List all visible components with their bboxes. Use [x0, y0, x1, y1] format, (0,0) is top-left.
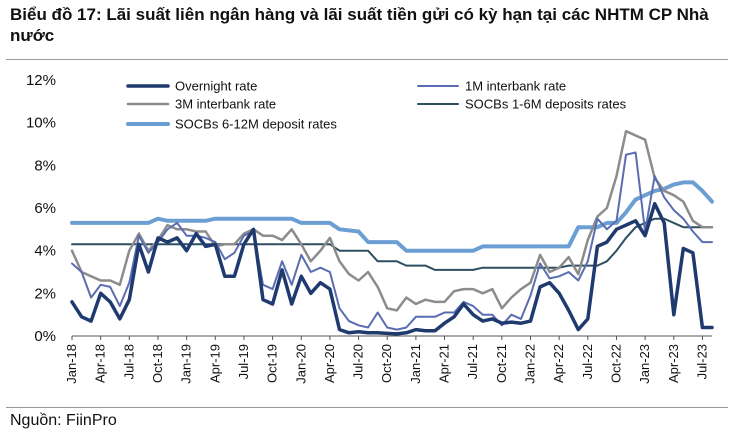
x-tick-label: Oct-19 — [265, 344, 280, 383]
legend-item: Overnight rate — [126, 79, 257, 94]
chart-axes: 0% 2% 4% 6% 8% 10% 12% Jan-18 Apr-18 Jul-18 Oct-18… — [26, 72, 712, 384]
legend-label: 1M interbank rate — [465, 79, 566, 94]
source-note: Nguồn: FiinPro — [10, 412, 117, 429]
y-tick-label: 10% — [26, 115, 56, 132]
x-tick-label: Jan-21 — [408, 344, 423, 384]
x-tick-label: Apr-23 — [666, 344, 681, 383]
y-tick-label: 12% — [26, 72, 56, 89]
x-tick-label: Apr-19 — [207, 344, 222, 383]
x-tick-label: Jul-22 — [580, 344, 595, 379]
x-tick-label: Jul-19 — [236, 344, 251, 379]
chart-title: Biểu đồ 17: Lãi suất liên ngân hàng và l… — [10, 5, 709, 45]
x-tick-label: Apr-18 — [93, 344, 108, 383]
x-tick-label: Apr-21 — [437, 344, 452, 383]
x-tick-label: Oct-22 — [608, 344, 623, 383]
x-tick-label: Oct-21 — [494, 344, 509, 383]
legend-item: SOCBs 6-12M deposit rates — [126, 117, 337, 132]
x-tick-label: Jul-20 — [351, 344, 366, 379]
legend-label: Overnight rate — [175, 79, 257, 94]
y-tick-label: 6% — [34, 200, 56, 217]
series-layer — [70, 129, 714, 336]
legend-label: SOCBs 6-12M deposit rates — [175, 117, 337, 132]
y-tick-label: 8% — [34, 157, 56, 174]
legend-item: SOCBs 1-6M deposits rates — [417, 97, 627, 112]
legend-item: 1M interbank rate — [417, 79, 566, 94]
series-line-overnight-rate — [70, 201, 714, 336]
chart-legend: Overnight rate 1M interbank rate 3M interb… — [126, 79, 627, 132]
series-line-3m-interbank-rate — [70, 129, 714, 312]
x-tick-label: Jan-20 — [293, 344, 308, 384]
y-tick-label: 2% — [34, 285, 56, 302]
x-tick-label: Apr-22 — [551, 344, 566, 383]
source-divider — [6, 407, 728, 408]
series-line-1m-interbank-rate — [71, 151, 713, 331]
x-tick-label: Oct-20 — [379, 344, 394, 383]
title-divider — [6, 59, 728, 60]
x-tick-label: Jul-21 — [465, 344, 480, 379]
x-tick-label: Jan-18 — [64, 344, 79, 384]
legend-label: SOCBs 1-6M deposits rates — [465, 97, 627, 112]
y-tick-label: 4% — [34, 243, 56, 260]
x-tick-label: Jan-22 — [523, 344, 538, 384]
legend-label: 3M interbank rate — [175, 97, 276, 112]
series-line-socbs-1-6m-deposits-rates — [71, 217, 713, 271]
x-tick-label: Jul-23 — [694, 344, 709, 379]
x-tick-label: Jan-19 — [179, 344, 194, 384]
x-tick-label: Apr-20 — [322, 344, 337, 383]
legend-item: 3M interbank rate — [126, 97, 276, 112]
y-tick-label: 0% — [34, 328, 56, 345]
x-tick-label: Jan-23 — [637, 344, 652, 384]
x-tick-label: Oct-18 — [150, 344, 165, 383]
x-tick-label: Jul-18 — [121, 344, 136, 379]
